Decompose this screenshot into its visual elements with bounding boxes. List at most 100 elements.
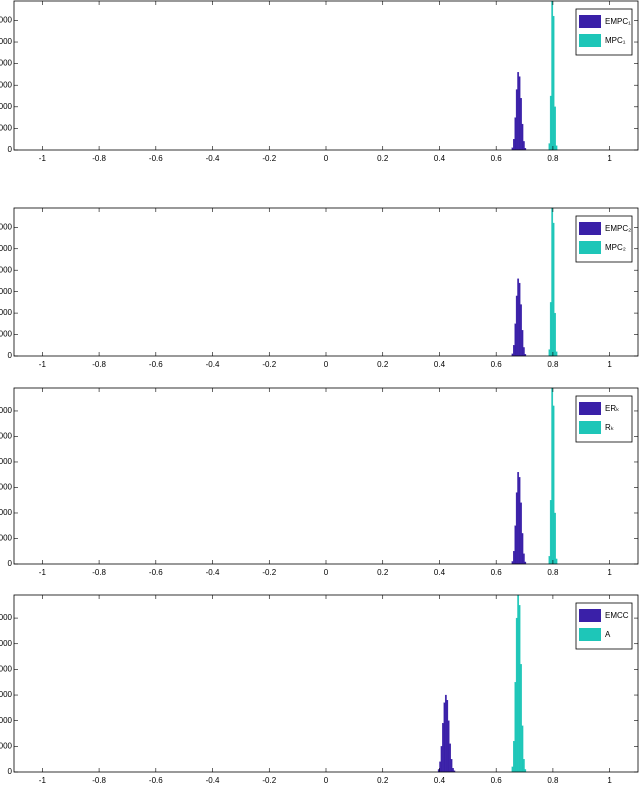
legend-swatch [579, 628, 601, 641]
legend-swatch [579, 15, 601, 28]
histogram-bar [522, 347, 525, 357]
histogram-bar [518, 477, 521, 565]
x-tick-label: 0.6 [491, 568, 503, 577]
histogram-bar [515, 295, 518, 357]
histogram-bar [555, 558, 558, 565]
axes-frame [13, 594, 639, 773]
x-tick-label: 0.4 [434, 776, 446, 785]
x-tick-label: -0.8 [92, 360, 106, 369]
histogram-bar [521, 725, 524, 773]
x-tick-label: 0.6 [491, 154, 503, 163]
plot-area [14, 388, 638, 564]
histogram-bar [521, 123, 524, 151]
legend-label: A [605, 630, 611, 639]
histogram-bar [520, 98, 522, 151]
histogram-bar [549, 95, 552, 151]
x-tick-label: -1 [39, 776, 47, 785]
histogram-bar [447, 720, 450, 773]
y-tick-label: 2000 [0, 508, 13, 517]
histogram-bar [521, 330, 524, 357]
legend-swatch [579, 222, 601, 235]
x-tick-label: -0.4 [206, 154, 220, 163]
histogram-bar [518, 282, 521, 357]
x-tick-label: -0.6 [149, 568, 163, 577]
histogram-bar [554, 106, 556, 151]
y-tick-label: 3000 [0, 287, 13, 296]
y-tick-label: 2000 [0, 716, 13, 725]
histogram-bar [552, 222, 555, 357]
x-tick-label: -0.4 [206, 360, 220, 369]
x-tick-label: 0 [324, 154, 329, 163]
y-tick-label: 2000 [0, 102, 13, 111]
histogram-bar [515, 492, 518, 565]
y-tick-label: 4000 [0, 59, 13, 68]
y-tick-label: 6000 [0, 16, 13, 25]
y-tick-label: 2000 [0, 308, 13, 317]
legend-swatch [579, 34, 601, 47]
x-tick-label: -1 [39, 568, 47, 577]
histogram-bar [514, 323, 517, 357]
x-tick-label: 0.6 [491, 360, 503, 369]
histogram-bar [514, 525, 517, 565]
y-tick-label: 6000 [0, 222, 13, 231]
histogram-bar [551, 387, 554, 565]
x-tick-label: 0.4 [434, 360, 446, 369]
histogram-bar [551, 207, 554, 357]
x-tick-label: 0.8 [547, 360, 559, 369]
x-tick-label: 0 [324, 568, 329, 577]
x-tick-label: 0.2 [377, 154, 389, 163]
histogram-bar [549, 302, 552, 357]
legend-swatch [579, 421, 601, 434]
histogram-bar [522, 759, 525, 773]
histogram-bar [513, 345, 515, 357]
histogram-bar [552, 15, 555, 151]
legend-label: MPC₂ [605, 243, 626, 252]
histogram-bar [443, 702, 446, 773]
x-tick-label: 0.6 [491, 776, 503, 785]
histogram-bar [513, 551, 515, 565]
axes-frame [13, 207, 639, 357]
x-tick-label: -0.2 [262, 568, 276, 577]
x-tick-label: 1 [607, 568, 612, 577]
axes-frame [13, 387, 639, 565]
y-tick-label: 5000 [0, 37, 13, 46]
y-tick-label: 6000 [0, 406, 13, 415]
x-tick-label: 0.4 [434, 568, 446, 577]
y-tick-label: 0 [8, 145, 13, 154]
histogram-bar [552, 405, 555, 565]
histogram-bar [521, 533, 524, 565]
histogram-bar [555, 145, 558, 151]
y-tick-label: 3000 [0, 483, 13, 492]
x-tick-label: -0.6 [149, 154, 163, 163]
histogram-bar [514, 682, 517, 773]
histogram-bar [515, 89, 518, 151]
x-tick-label: -0.2 [262, 154, 276, 163]
histogram-bar [449, 743, 451, 773]
legend-label: EMCC [605, 611, 629, 620]
histogram-bar [450, 759, 453, 773]
histogram-bar [517, 594, 520, 773]
x-tick-label: -1 [39, 154, 47, 163]
histogram-bar [444, 694, 447, 773]
histogram-bar [513, 139, 515, 151]
x-tick-label: 0.2 [377, 776, 389, 785]
x-tick-label: -1 [39, 360, 47, 369]
histogram-bar [549, 500, 552, 565]
histogram-bar [548, 349, 551, 357]
y-tick-label: 5000 [0, 639, 13, 648]
histogram-bar [452, 768, 454, 773]
x-tick-label: 0 [324, 360, 329, 369]
histogram-bar [551, 0, 554, 151]
x-tick-label: 1 [607, 360, 612, 369]
histogram-bar [554, 512, 556, 565]
x-tick-label: 1 [607, 154, 612, 163]
plot-area [14, 595, 638, 772]
x-tick-label: 0 [324, 776, 329, 785]
x-tick-label: -0.4 [206, 568, 220, 577]
legend-label: Rₖ [605, 423, 614, 432]
